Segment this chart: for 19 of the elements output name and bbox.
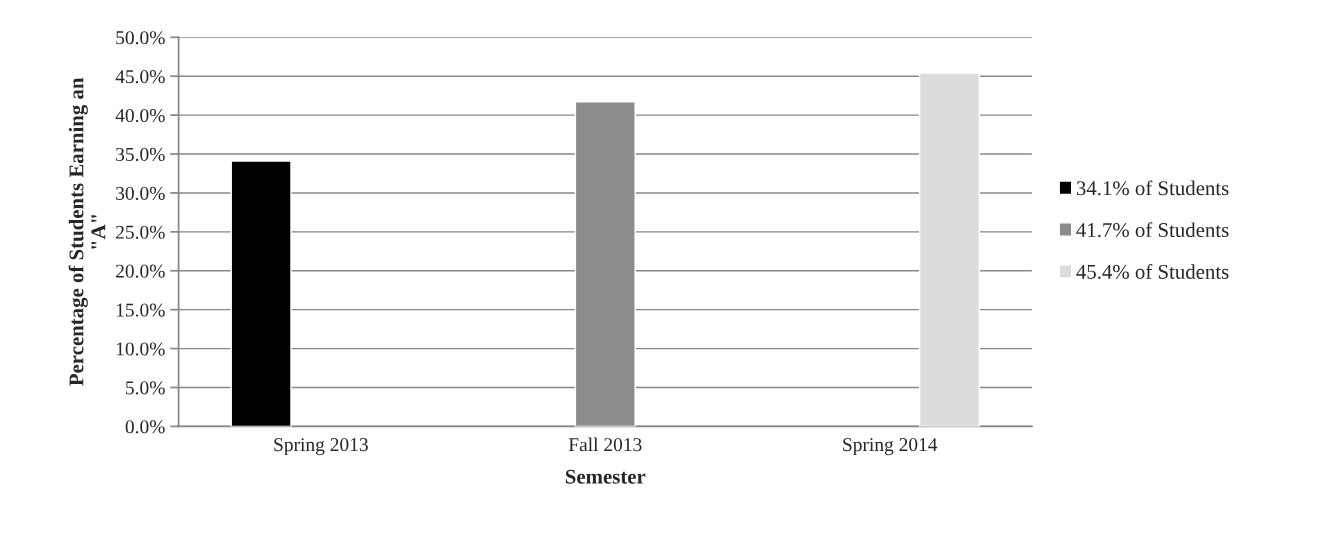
legend-label: 45.4% of Students	[1076, 264, 1229, 279]
x-tick-label: Spring 2013	[274, 438, 368, 456]
y-tick-label: 30.0%	[116, 186, 165, 200]
y-tick-label: 0.0%	[125, 420, 165, 434]
y-tick-label: 20.0%	[116, 264, 165, 278]
x-axis-title: Semester	[565, 469, 646, 484]
x-tick-label: Spring 2014	[843, 438, 938, 456]
legend-label: 34.1% of Students	[1076, 180, 1229, 196]
y-tick-label: 5.0%	[126, 381, 165, 395]
y-tick-label: 50.0%	[116, 31, 165, 45]
legend-label: 41.7% of Students	[1076, 222, 1229, 238]
y-tick-label: 15.0%	[116, 303, 165, 317]
y-tick-label: 40.0%	[115, 108, 165, 123]
y-tick-label: 25.0%	[116, 225, 165, 239]
x-tick-label: Fall 2013	[568, 437, 642, 452]
y-tick-label: 10.0%	[116, 342, 165, 356]
y-tick-label: 35.0%	[116, 147, 165, 162]
y-axis-title: Percentage of Students Earning an "A"	[68, 77, 106, 386]
y-tick-label: 45.0%	[115, 70, 165, 84]
